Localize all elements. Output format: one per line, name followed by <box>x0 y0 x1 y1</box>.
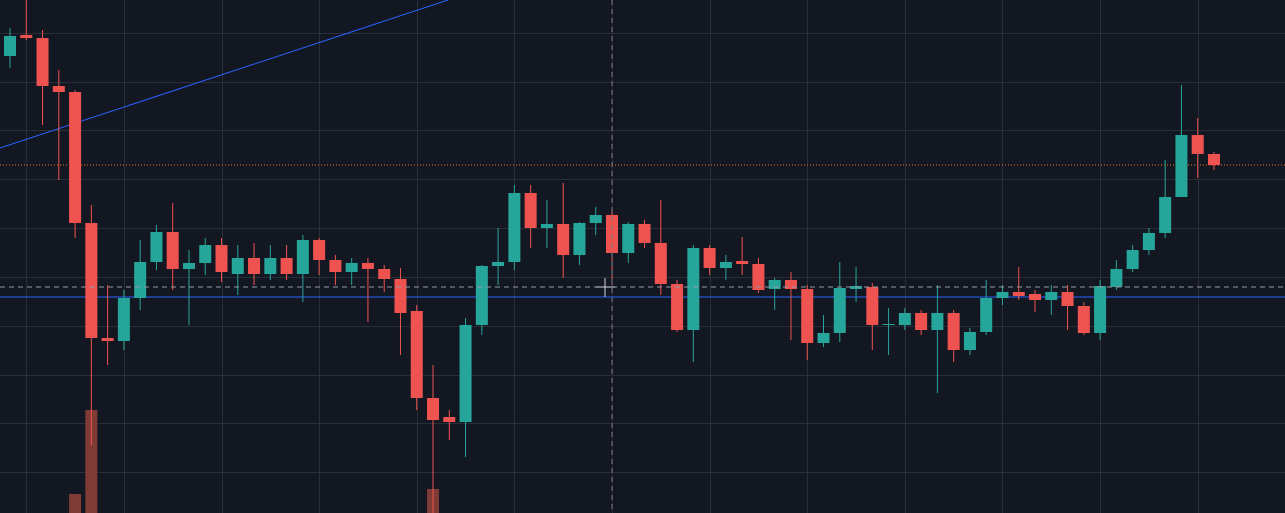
candle-body <box>264 258 277 274</box>
volume-bar <box>69 494 82 513</box>
candle-body <box>134 262 147 298</box>
candle-body <box>166 232 179 269</box>
candle-body <box>784 280 797 289</box>
candle-body <box>915 313 928 330</box>
candle-body <box>508 193 521 262</box>
candle-body <box>801 289 814 343</box>
candle-body <box>182 263 195 269</box>
candles <box>4 0 1220 513</box>
candle-body <box>329 260 342 272</box>
candle-body <box>622 224 635 253</box>
candle-body <box>1110 269 1123 287</box>
candle-body <box>85 223 98 338</box>
candle-body <box>540 224 553 228</box>
candle-body <box>361 263 374 269</box>
candle-body <box>394 279 407 313</box>
candle-body <box>752 264 765 290</box>
candle-body <box>69 92 82 223</box>
candle-body <box>475 266 488 325</box>
candle-body <box>1029 294 1042 300</box>
candle-body <box>1045 292 1058 300</box>
candle-body <box>231 258 244 274</box>
candle-body <box>638 224 651 243</box>
candle-body <box>117 298 130 341</box>
candle-body <box>52 86 65 92</box>
candle-body <box>654 243 667 284</box>
candle-body <box>947 313 960 350</box>
candle-body <box>1012 292 1025 296</box>
candle-body <box>36 38 49 86</box>
candle-body <box>20 35 33 38</box>
candle-body <box>1126 250 1139 269</box>
candle-body <box>296 240 309 274</box>
candle-body <box>866 287 879 325</box>
candle-body <box>882 324 895 325</box>
candle-body <box>280 258 293 274</box>
cursor <box>596 278 615 297</box>
candle-body <box>215 245 228 272</box>
candle-body <box>4 36 16 56</box>
candle-body <box>1061 292 1074 306</box>
candle-body <box>1077 306 1090 333</box>
candle-body <box>833 288 846 333</box>
candle-body <box>524 193 537 228</box>
candle-body <box>963 332 976 350</box>
candle-body <box>687 248 700 330</box>
candle-body <box>459 325 472 422</box>
candle-body <box>589 215 602 223</box>
candle-body <box>817 333 830 343</box>
candle-body <box>1142 233 1155 250</box>
candle-body <box>736 261 749 264</box>
candle-body <box>703 248 716 268</box>
volume-bar <box>85 410 98 513</box>
candle-body <box>248 258 261 274</box>
candle-body <box>1175 135 1188 197</box>
candle-body <box>557 224 570 255</box>
candle-body <box>768 280 781 289</box>
candle-body <box>443 417 456 422</box>
candle-body <box>1094 286 1107 333</box>
candle-body <box>996 292 1009 298</box>
candle-body <box>573 223 586 255</box>
trend-line <box>0 0 449 149</box>
candle-body <box>427 398 440 420</box>
candle-body <box>378 269 391 279</box>
candle-body <box>101 338 114 341</box>
candle-body <box>199 245 212 263</box>
candle-body <box>313 240 326 260</box>
candle-body <box>898 313 911 325</box>
candle-body <box>345 263 358 272</box>
candle-body <box>410 311 423 398</box>
candle-body <box>492 262 505 266</box>
candle-body <box>980 298 993 332</box>
candle-body <box>719 262 732 268</box>
candle-body <box>1207 154 1220 165</box>
candle-body <box>931 313 944 330</box>
candle-body <box>150 232 163 262</box>
candle-body <box>671 284 684 330</box>
candle-body <box>1159 197 1172 233</box>
candle-body <box>1191 135 1204 154</box>
